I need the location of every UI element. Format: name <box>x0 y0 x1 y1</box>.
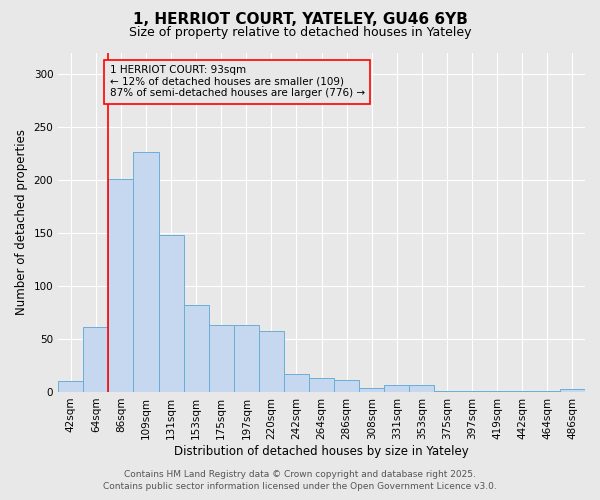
Bar <box>284 374 309 392</box>
Bar <box>309 378 334 392</box>
Bar <box>409 384 434 392</box>
Bar <box>485 391 510 392</box>
Bar <box>83 327 109 392</box>
Bar <box>184 305 209 392</box>
Bar <box>58 382 83 392</box>
Bar <box>385 384 409 392</box>
Bar <box>234 325 259 392</box>
Bar <box>109 178 133 392</box>
Bar <box>434 391 460 392</box>
Bar <box>133 152 158 392</box>
Bar <box>460 391 485 392</box>
Bar <box>359 388 385 392</box>
Bar <box>535 391 560 392</box>
Bar <box>334 380 359 392</box>
X-axis label: Distribution of detached houses by size in Yateley: Distribution of detached houses by size … <box>174 444 469 458</box>
Text: 1, HERRIOT COURT, YATELEY, GU46 6YB: 1, HERRIOT COURT, YATELEY, GU46 6YB <box>133 12 467 28</box>
Text: 1 HERRIOT COURT: 93sqm
← 12% of detached houses are smaller (109)
87% of semi-de: 1 HERRIOT COURT: 93sqm ← 12% of detached… <box>110 65 365 98</box>
Bar <box>209 325 234 392</box>
Bar <box>560 389 585 392</box>
Bar <box>158 235 184 392</box>
Bar <box>510 391 535 392</box>
Text: Size of property relative to detached houses in Yateley: Size of property relative to detached ho… <box>129 26 471 39</box>
Bar <box>259 332 284 392</box>
Text: Contains HM Land Registry data © Crown copyright and database right 2025.
Contai: Contains HM Land Registry data © Crown c… <box>103 470 497 491</box>
Y-axis label: Number of detached properties: Number of detached properties <box>15 129 28 315</box>
